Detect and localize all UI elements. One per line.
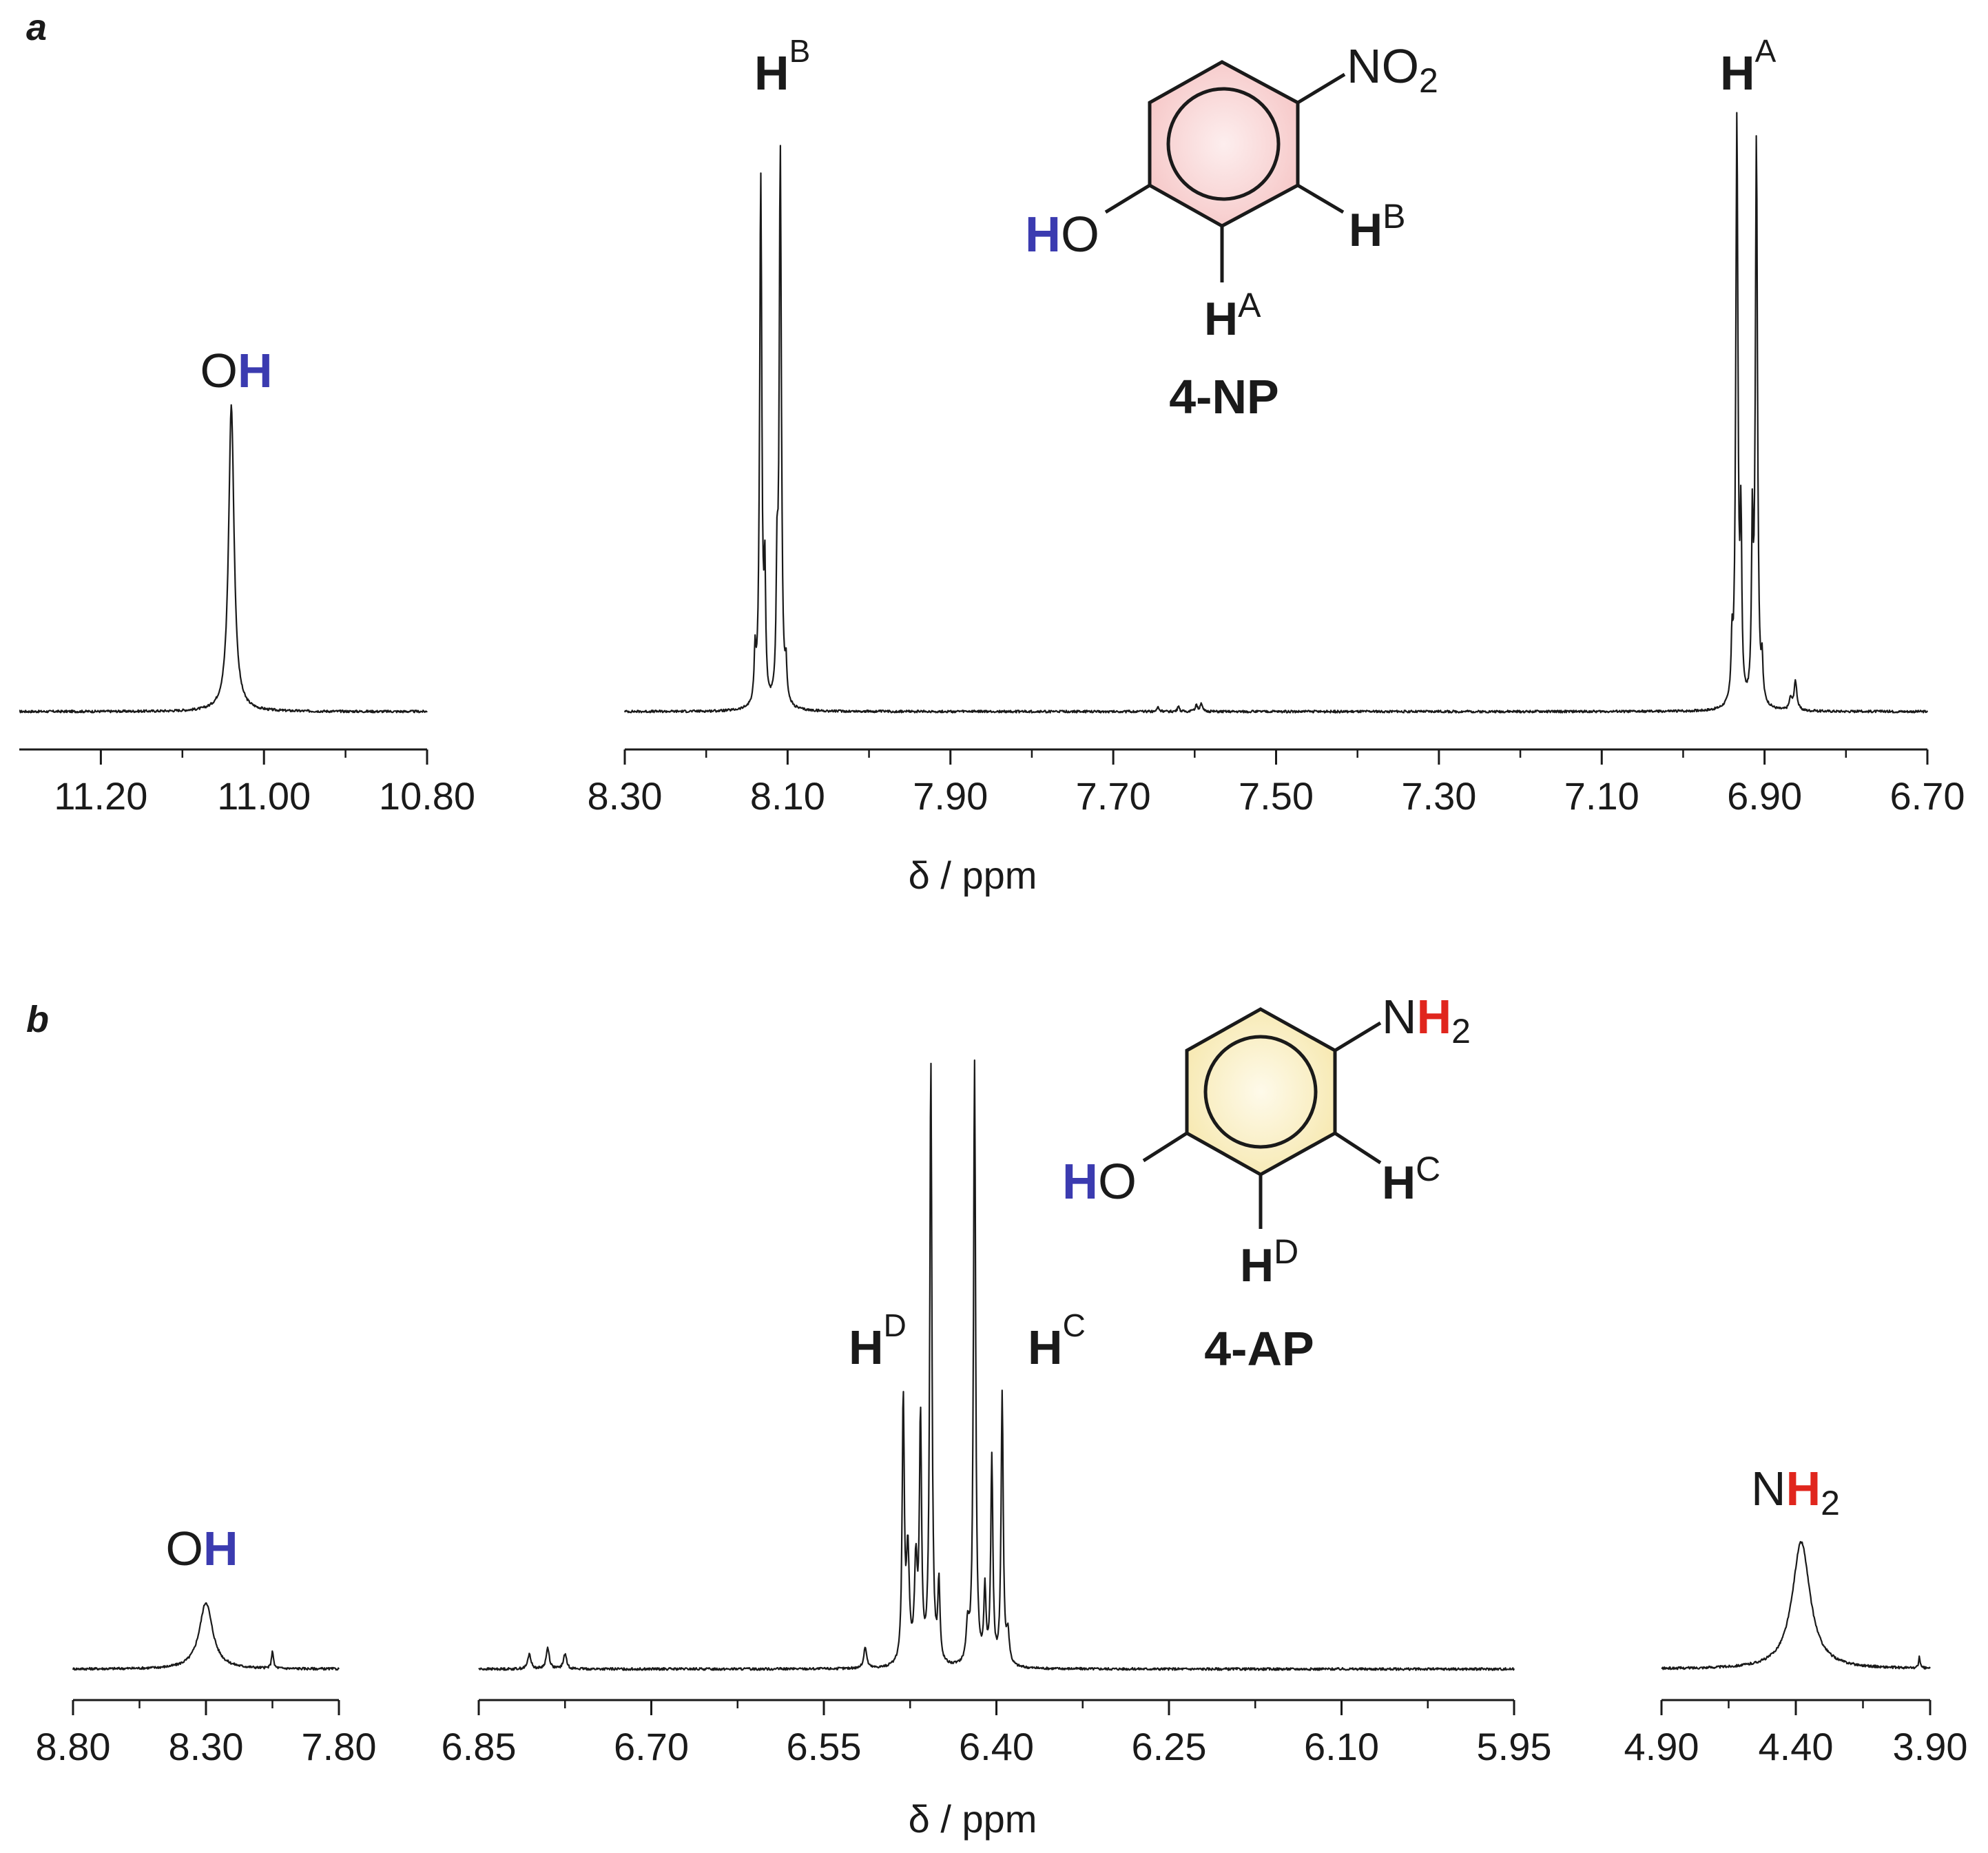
spectrum-trace xyxy=(19,404,428,714)
substituent-nh2-label: NH2 xyxy=(1382,990,1471,1050)
bond-nh2 xyxy=(1334,1021,1382,1053)
benzene-ring-4-ap xyxy=(1185,1007,1337,1177)
peak-label-ha: HA xyxy=(1720,33,1777,100)
x-tick-label: 7.50 xyxy=(1239,774,1314,818)
panel-a-spectrum: 11.20 11.00 10.80 8.30 8.10 7.90 7.70 7.50 7.30 7… xyxy=(19,112,1965,818)
x-tick-label: 3.90 xyxy=(1893,1725,1968,1768)
x-tick-label: 8.30 xyxy=(588,774,663,818)
benzene-ring-4-np xyxy=(1148,60,1300,228)
bond-oh xyxy=(1104,183,1151,214)
x-tick-label: 6.40 xyxy=(959,1725,1034,1768)
compound-name-4-ap: 4-AP xyxy=(1204,1322,1314,1376)
structure-4-ap xyxy=(1142,1007,1382,1229)
aromatic-circle-4-ap xyxy=(1203,1035,1318,1149)
peak-label-hc: HC xyxy=(1028,1307,1086,1374)
x-tick-label: 6.90 xyxy=(1727,774,1802,818)
x-tick-label: 7.30 xyxy=(1401,774,1476,818)
x-tick-label: 8.10 xyxy=(750,774,825,818)
structure-4-np xyxy=(1104,60,1346,282)
x-tick-label: 6.85 xyxy=(442,1725,517,1768)
panel-b-xlabel: δ / ppm xyxy=(909,1797,1037,1841)
compound-name-4-np: 4-NP xyxy=(1169,370,1278,424)
structure-b-hc-label: HC xyxy=(1382,1150,1440,1209)
bond-no2 xyxy=(1296,72,1346,105)
x-tick-label: 6.70 xyxy=(1890,774,1965,818)
structure-a-ho-label: HO xyxy=(1025,207,1099,262)
panel-a: a 11.20 11.00 10.80 8.30 8.10 7.90 7.70 7.50 7.3… xyxy=(19,7,1965,897)
x-tick-label: 7.70 xyxy=(1076,774,1151,818)
peak-label-hb: HB xyxy=(754,33,810,100)
x-tick-label: 8.80 xyxy=(36,1725,111,1768)
x-tick-label: 7.10 xyxy=(1564,774,1639,818)
spectrum-trace xyxy=(1661,1541,1931,1670)
panel-a-xlabel: δ / ppm xyxy=(909,853,1037,897)
spectrum-trace xyxy=(72,1602,340,1671)
x-tick-label: 4.40 xyxy=(1759,1725,1834,1768)
peak-label-oh-b: OH xyxy=(165,1522,238,1575)
bond-oh-b xyxy=(1142,1131,1188,1163)
x-tick-label: 8.30 xyxy=(169,1725,244,1768)
peak-label-oh-a: OH xyxy=(200,344,272,397)
x-tick-label: 6.25 xyxy=(1132,1725,1207,1768)
bond-hc xyxy=(1334,1131,1382,1165)
panel-b-letter: b xyxy=(26,999,49,1040)
x-tick-label: 5.95 xyxy=(1477,1725,1552,1768)
aromatic-circle-4-np xyxy=(1166,87,1281,201)
panel-a-letter: a xyxy=(26,7,47,48)
x-tick-label: 7.90 xyxy=(913,774,988,818)
structure-b-hd-label: HD xyxy=(1240,1232,1298,1292)
spectrum-trace xyxy=(623,112,1929,714)
x-tick-label: 11.20 xyxy=(54,774,147,818)
x-tick-label: 6.70 xyxy=(614,1725,689,1768)
x-tick-label: 7.80 xyxy=(302,1725,377,1768)
structure-b-ho-label: HO xyxy=(1062,1155,1137,1210)
bond-hb xyxy=(1296,183,1345,214)
spectrum-trace xyxy=(478,1059,1515,1671)
x-tick-label: 4.90 xyxy=(1624,1725,1699,1768)
x-tick-label: 10.80 xyxy=(379,774,475,818)
panel-b: b 8.80 8.30 7.80 6.85 6.70 6.55 6.40 6.25 6.10 5.… xyxy=(26,990,1968,1841)
x-tick-label: 11.00 xyxy=(217,774,311,818)
structure-a-ha-label: HA xyxy=(1204,286,1261,345)
x-tick-label: 6.10 xyxy=(1304,1725,1379,1768)
structure-a-hb-label: HB xyxy=(1349,197,1405,256)
peak-label-nh2: NH2 xyxy=(1751,1462,1840,1522)
substituent-no2-label: NO2 xyxy=(1347,39,1438,100)
panel-b-spectrum: 8.80 8.30 7.80 6.85 6.70 6.55 6.40 6.25 6.10 5.95… xyxy=(36,1059,1968,1768)
x-tick-label: 6.55 xyxy=(787,1725,862,1768)
peak-label-hd: HD xyxy=(849,1307,907,1374)
